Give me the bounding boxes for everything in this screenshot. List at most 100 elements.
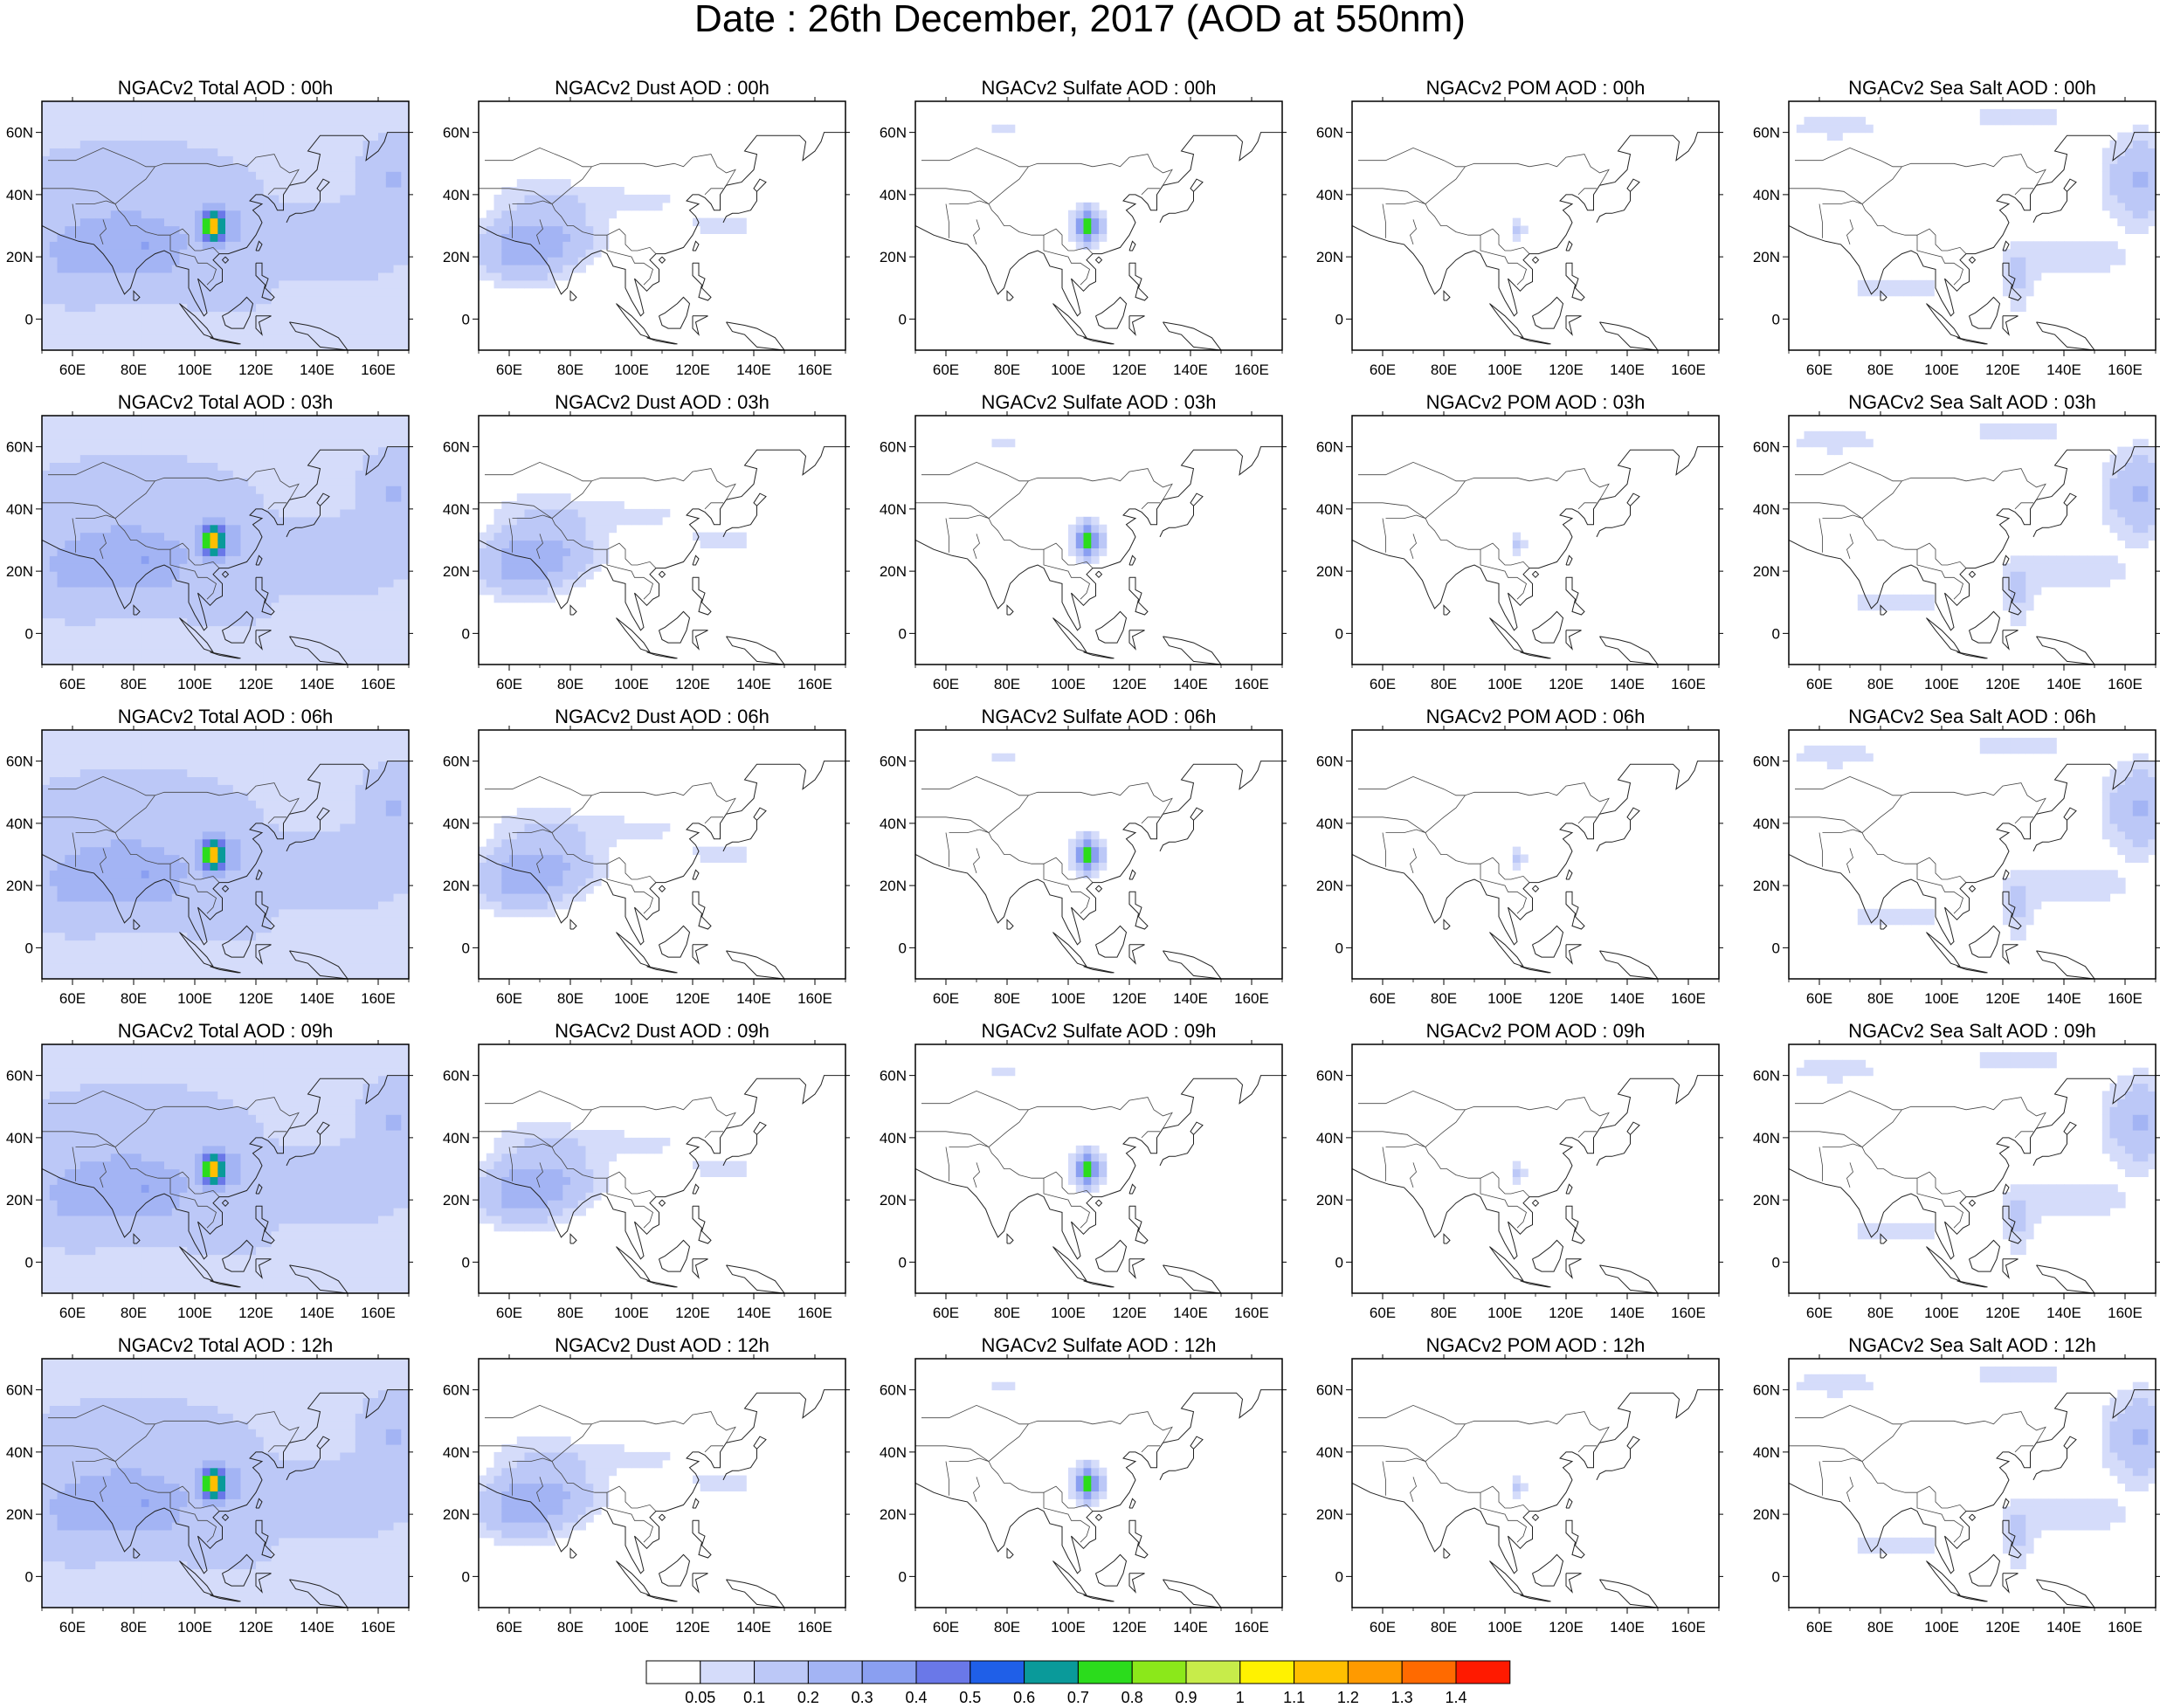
lon-tick-label: 100E (1487, 362, 1522, 378)
lon-tick-label: 60E (496, 362, 522, 378)
lat-tick-label: 60N (6, 125, 33, 141)
coastlines (1789, 446, 2156, 665)
map-panel-dust-06h: NGACv2 Dust AOD : 06h 60E 80E 100E 120E 140E 1… (443, 706, 850, 1016)
lat-tick-label: 60N (1316, 754, 1343, 770)
lat-tick-label: 20N (6, 1506, 33, 1523)
lon-tick-label: 100E (614, 1305, 649, 1321)
lat-tick-label: 0 (1335, 1254, 1343, 1271)
lon-tick-label: 80E (557, 676, 583, 692)
map-panel-seasalt-03h: NGACv2 Sea Salt AOD : 03h 60E 80E 100E 120E 1… (1753, 391, 2160, 701)
lon-tick-label: 120E (675, 1619, 710, 1636)
lon-tick-label: 160E (361, 1305, 396, 1321)
coastlines (479, 1075, 845, 1293)
aod-field (991, 753, 1108, 878)
lat-tick-label: 20N (443, 249, 470, 265)
lon-tick-label: 60E (1806, 676, 1832, 692)
map-panel-sulfate-12h: NGACv2 Sulfate AOD : 12h 60E 80E 100E 120E 14… (880, 1334, 1287, 1644)
lon-tick-label: 160E (2108, 1305, 2143, 1321)
panel-title: NGACv2 Dust AOD : 12h (555, 1334, 769, 1356)
lon-tick-label: 80E (1867, 990, 1894, 1007)
panel-title: NGACv2 Sea Salt AOD : 00h (1848, 77, 2096, 99)
panel-title: NGACv2 POM AOD : 03h (1425, 391, 1646, 413)
colorbar-swatch (970, 1660, 1025, 1684)
lon-tick-label: 80E (1867, 1619, 1894, 1636)
lat-tick-label: 20N (443, 563, 470, 580)
coastlines (1789, 132, 2156, 350)
colorbar-swatch (1294, 1660, 1349, 1684)
lat-tick-label: 0 (1772, 1254, 1780, 1271)
lon-tick-label: 100E (1487, 1305, 1522, 1321)
lon-tick-label: 60E (1370, 362, 1396, 378)
map-svg: 60E 80E 100E 120E 140E 160E 0 20N 40N 60N (880, 1040, 1287, 1321)
aod-field (479, 1122, 747, 1232)
lat-tick-label: 20N (1316, 878, 1343, 894)
aod-field (1512, 217, 1529, 242)
aod-field (1796, 423, 2156, 627)
lon-tick-label: 140E (300, 990, 335, 1007)
map-svg: 60E 80E 100E 120E 140E 160E 0 20N 40N 60N (6, 411, 413, 692)
panel-title: NGACv2 Dust AOD : 00h (555, 77, 769, 99)
lat-tick-label: 40N (1753, 816, 1780, 832)
lon-tick-label: 160E (1234, 990, 1269, 1007)
map-panel-total-12h: NGACv2 Total AOD : 12h 60E 80E 100E 120E 140E… (6, 1334, 413, 1644)
lat-tick-label: 0 (1772, 625, 1780, 642)
lon-tick-label: 60E (496, 1305, 522, 1321)
map-frame (1351, 415, 1720, 665)
panel-title: NGACv2 POM AOD : 06h (1425, 706, 1646, 727)
lon-tick-label: 100E (614, 990, 649, 1007)
lon-tick-label: 120E (1549, 1305, 1584, 1321)
lon-tick-label: 80E (994, 676, 1020, 692)
lon-tick-label: 80E (121, 1619, 147, 1636)
lon-tick-label: 60E (59, 990, 86, 1007)
lon-tick-label: 100E (1051, 362, 1086, 378)
lat-tick-label: 20N (1316, 1192, 1343, 1209)
lon-tick-label: 140E (300, 676, 335, 692)
coastlines (42, 132, 409, 350)
lon-tick-label: 140E (2046, 362, 2081, 378)
lon-tick-label: 100E (614, 676, 649, 692)
lat-tick-label: 20N (880, 563, 907, 580)
lat-tick-label: 20N (1316, 563, 1343, 580)
colorbar-swatch (1401, 1660, 1457, 1684)
lon-tick-label: 160E (361, 362, 396, 378)
panel-title: NGACv2 Sea Salt AOD : 12h (1848, 1334, 2096, 1356)
lon-tick-label: 160E (1671, 362, 1706, 378)
map-svg: 60E 80E 100E 120E 140E 160E 0 20N 40N 60N (443, 726, 850, 1007)
lon-tick-label: 60E (1370, 676, 1396, 692)
map-svg: 60E 80E 100E 120E 140E 160E 0 20N 40N 60N (880, 97, 1287, 378)
coastlines (915, 761, 1282, 979)
panel-title: NGACv2 Total AOD : 00h (117, 77, 334, 99)
colorbar-label: 0.7 (1067, 1689, 1089, 1706)
lon-tick-label: 120E (1985, 362, 2020, 378)
lon-tick-label: 140E (736, 1305, 771, 1321)
lat-tick-label: 0 (25, 1568, 33, 1585)
lat-tick-label: 0 (462, 625, 470, 642)
map-svg: 60E 80E 100E 120E 140E 160E 0 20N 40N 60N (1753, 726, 2160, 1007)
lon-tick-label: 60E (1806, 1619, 1832, 1636)
lon-tick-label: 140E (2046, 990, 2081, 1007)
lon-tick-label: 100E (1924, 990, 1959, 1007)
colorbar-swatch (861, 1660, 917, 1684)
lon-tick-label: 140E (1173, 1619, 1208, 1636)
lat-tick-label: 40N (1316, 816, 1343, 832)
panel-title: NGACv2 Sulfate AOD : 09h (981, 1020, 1217, 1042)
lon-tick-label: 140E (736, 990, 771, 1007)
lat-tick-label: 20N (443, 1192, 470, 1209)
lon-tick-label: 140E (736, 1619, 771, 1636)
lat-tick-label: 40N (1316, 187, 1343, 203)
lon-tick-label: 80E (1867, 676, 1894, 692)
colorbar-swatch (1131, 1660, 1187, 1684)
lon-tick-label: 140E (1610, 676, 1645, 692)
lat-tick-label: 60N (6, 1068, 33, 1085)
lat-tick-label: 60N (6, 1382, 33, 1399)
lon-tick-label: 160E (797, 362, 832, 378)
lon-tick-label: 160E (1671, 1619, 1706, 1636)
lon-tick-label: 160E (1234, 1305, 1269, 1321)
lat-tick-label: 40N (6, 1444, 33, 1461)
aod-field (42, 1359, 409, 1608)
map-panel-seasalt-09h: NGACv2 Sea Salt AOD : 09h 60E 80E 100E 120E 1… (1753, 1020, 2160, 1330)
lon-tick-label: 80E (1431, 1619, 1457, 1636)
lon-tick-label: 160E (361, 676, 396, 692)
lon-tick-label: 80E (1431, 362, 1457, 378)
lon-tick-label: 120E (1549, 990, 1584, 1007)
